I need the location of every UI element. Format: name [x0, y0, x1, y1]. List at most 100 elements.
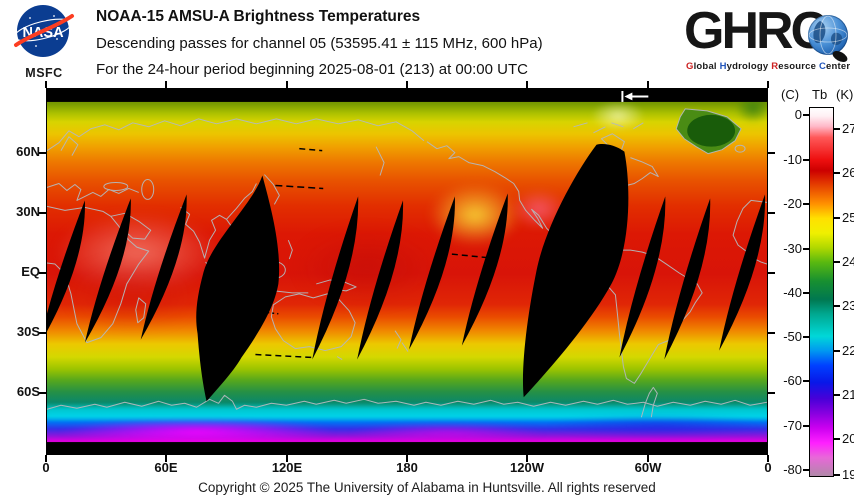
- period-start-arrow-icon: [621, 90, 649, 102]
- cold-region-antarctica-2: [347, 423, 547, 443]
- msfc-label: MSFC: [25, 66, 63, 80]
- colorbar-kelvin-tick: [834, 128, 840, 130]
- orbit-gap-sliver: [140, 194, 187, 340]
- nasa-msfc-logo: NASA MSFC: [12, 4, 84, 84]
- colorbar-kelvin-tick: [834, 350, 840, 352]
- lat-tick-right: [768, 212, 775, 214]
- lat-tick-left: [39, 212, 46, 214]
- colorbar-kelvin-label: 210: [842, 387, 854, 402]
- pale-region-baffin: [591, 101, 645, 131]
- lon-tick-bottom: [647, 455, 649, 462]
- product-title: NOAA-15 AMSU-A Brightness Temperatures: [96, 8, 421, 25]
- orbit-gap-sliver: [312, 196, 359, 360]
- colorbar-kelvin-label: 230: [842, 298, 854, 313]
- lon-label: 60E: [154, 460, 178, 475]
- cold-region-east-antarctica: [57, 419, 337, 445]
- colorbar-kelvin-tick: [834, 261, 840, 263]
- colorbar-kelvin-tick: [834, 438, 840, 440]
- lon-tick-top: [165, 81, 167, 88]
- lat-label: 30N: [16, 204, 40, 219]
- lon-label: 0: [42, 460, 50, 475]
- lon-label: 0: [764, 460, 772, 475]
- orbit-gap-sliver: [84, 198, 131, 343]
- colorbar-celsius-label: -20: [783, 196, 802, 211]
- lon-tick-bottom: [526, 455, 528, 462]
- colorbar: [809, 107, 834, 477]
- colorbar-celsius-label: -80: [783, 462, 802, 477]
- lon-tick-top: [526, 81, 528, 88]
- ghrc-tagline-part: G: [686, 61, 694, 72]
- colorbar-celsius-label: -60: [783, 373, 802, 388]
- colorbar-kelvin-label: 200: [842, 431, 854, 446]
- lon-tick-bottom: [286, 455, 288, 462]
- lat-label: 30S: [16, 324, 40, 339]
- ghrc-wordmark: GHRC: [684, 2, 828, 60]
- colorbar-kelvin-tick: [834, 305, 840, 307]
- lat-tick-right: [768, 332, 775, 334]
- colorbar-celsius-label: -40: [783, 285, 802, 300]
- colorbar-kelvin-tick: [834, 474, 840, 476]
- ghrc-tagline-part: R: [771, 61, 779, 72]
- orbit-gap-large: [522, 143, 629, 398]
- orbit-gap-sliver: [461, 193, 508, 346]
- lon-label: 120W: [510, 460, 544, 475]
- colorbar-celsius-header: (C): [781, 87, 800, 102]
- lon-tick-top: [647, 81, 649, 88]
- lon-tick-bottom: [45, 455, 47, 462]
- lat-label: 60S: [16, 384, 40, 399]
- colorbar-celsius-tick: [803, 114, 809, 116]
- ghrc-tagline-part: C: [818, 61, 827, 72]
- lat-tick-left: [39, 152, 46, 154]
- lon-tick-bottom: [767, 455, 769, 462]
- orbit-gap-sliver: [47, 200, 85, 332]
- colorbar-celsius-tick: [803, 292, 809, 294]
- product-subtitle-channel: Descending passes for channel 05 (53595.…: [96, 35, 543, 52]
- map-overlay-svg: [47, 89, 767, 454]
- colorbar-kelvin-tick: [834, 394, 840, 396]
- ghrc-tagline-part: lobal: [693, 61, 720, 72]
- colorbar-celsius-tick: [803, 159, 809, 161]
- lon-tick-top: [286, 81, 288, 88]
- colorbar-celsius-tick: [803, 425, 809, 427]
- colorbar-celsius-label: -30: [783, 241, 802, 256]
- lat-tick-left: [39, 392, 46, 394]
- colorbar-celsius-label: -10: [783, 152, 802, 167]
- lat-tick-right: [768, 392, 775, 394]
- colorbar-kelvin-label: 250: [842, 210, 854, 225]
- colorbar-kelvin-tick: [834, 172, 840, 174]
- warm-region-west-pacific: [297, 229, 437, 304]
- colorbar-celsius-tick: [803, 203, 809, 205]
- lon-tick-bottom: [165, 455, 167, 462]
- colorbar-celsius-tick: [803, 469, 809, 471]
- colorbar-tb-header: Tb: [812, 87, 828, 102]
- colorbar-celsius-label: 0: [794, 107, 802, 122]
- colorbar-kelvin-label: 260: [842, 165, 854, 180]
- colorbar-celsius-label: -70: [783, 418, 802, 433]
- ghrc-tagline-part: H: [719, 61, 727, 72]
- lat-tick-left: [39, 272, 46, 274]
- colorbar-kelvin-label: 270: [842, 121, 854, 136]
- lon-tick-top: [406, 81, 408, 88]
- product-subtitle-period: For the 24-hour period beginning 2025-08…: [96, 61, 528, 78]
- warm-region-central-africa: [67, 259, 197, 329]
- ghrc-logo: GHRC Global Hydrology Resource Center: [684, 2, 852, 84]
- polar-no-data-strips: [47, 89, 767, 454]
- ghrc-tagline-part: enter: [826, 61, 851, 72]
- colorbar-celsius-label: -50: [783, 329, 802, 344]
- ghrc-tagline: Global Hydrology Resource Center: [686, 61, 852, 72]
- scan-edge-dashes: [242, 147, 492, 359]
- lat-tick-right: [768, 152, 775, 154]
- colorbar-kelvin-label: 190: [842, 467, 854, 482]
- colorbar-kelvin-label: 220: [842, 343, 854, 358]
- orbit-gap-sliver: [408, 196, 455, 350]
- brightness-temperature-map: [46, 88, 768, 455]
- orbit-gap-sliver: [719, 194, 766, 351]
- colorbar-celsius-tick: [803, 248, 809, 250]
- lat-label: EQ: [21, 264, 40, 279]
- colorbar-kelvin-header: (K): [836, 87, 854, 102]
- ghrc-tagline-part: esource: [778, 61, 819, 72]
- orbit-gap-sliver: [619, 196, 666, 358]
- copyright-line: Copyright © 2025 The University of Alaba…: [198, 480, 656, 495]
- greenland-cold-fill: [676, 108, 742, 154]
